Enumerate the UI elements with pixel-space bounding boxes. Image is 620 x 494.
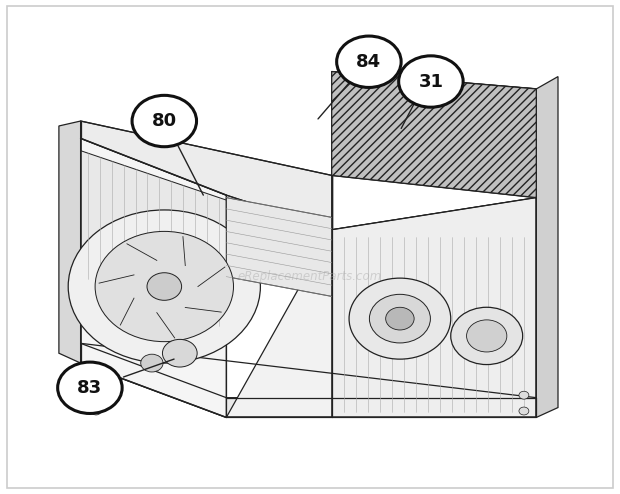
Circle shape xyxy=(58,362,122,413)
Polygon shape xyxy=(81,138,226,417)
Polygon shape xyxy=(81,121,332,230)
Circle shape xyxy=(451,307,523,365)
Circle shape xyxy=(349,278,451,359)
Polygon shape xyxy=(226,198,332,296)
Circle shape xyxy=(399,56,463,107)
Text: 31: 31 xyxy=(418,73,443,90)
Circle shape xyxy=(337,36,401,87)
Circle shape xyxy=(147,273,182,300)
Circle shape xyxy=(519,391,529,399)
Circle shape xyxy=(386,307,414,330)
Text: 84: 84 xyxy=(356,53,381,71)
Circle shape xyxy=(91,407,101,415)
Text: eReplacementParts.com: eReplacementParts.com xyxy=(238,270,382,283)
Circle shape xyxy=(162,339,197,367)
Text: 80: 80 xyxy=(152,112,177,130)
Circle shape xyxy=(519,407,529,415)
Polygon shape xyxy=(536,77,558,417)
Circle shape xyxy=(467,320,507,352)
Polygon shape xyxy=(332,198,536,417)
Polygon shape xyxy=(332,72,536,198)
Polygon shape xyxy=(81,343,536,417)
Polygon shape xyxy=(81,151,226,329)
Circle shape xyxy=(91,391,101,399)
Circle shape xyxy=(95,231,234,342)
Polygon shape xyxy=(59,121,81,363)
Circle shape xyxy=(68,210,260,363)
Circle shape xyxy=(141,354,163,372)
Text: 83: 83 xyxy=(78,379,102,397)
Circle shape xyxy=(370,294,430,343)
Polygon shape xyxy=(226,198,536,417)
Circle shape xyxy=(132,95,197,147)
